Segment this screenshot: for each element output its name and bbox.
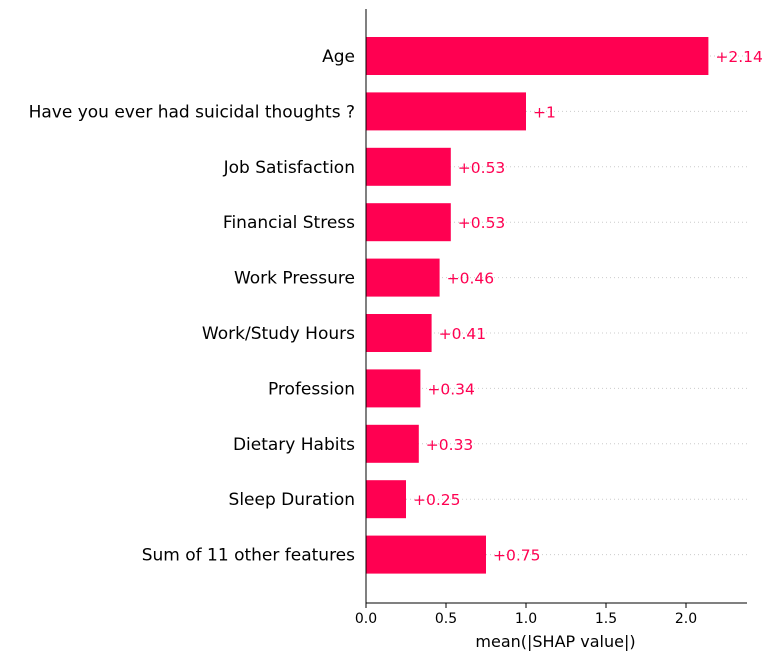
category-label: Dietary Habits bbox=[233, 435, 355, 455]
bar-work-pressure bbox=[366, 258, 440, 297]
category-label: Job Satisfaction bbox=[223, 158, 355, 178]
bar-profession bbox=[366, 369, 421, 408]
bar-sum-of-11-other-features bbox=[366, 535, 486, 574]
value-label: +0.53 bbox=[458, 159, 506, 177]
bar-job-satisfaction bbox=[366, 147, 451, 186]
category-label: Work Pressure bbox=[234, 269, 355, 289]
bar-age bbox=[366, 37, 709, 75]
grid-lines bbox=[366, 55, 747, 556]
category-label: Age bbox=[322, 47, 355, 67]
x-tick-label: 0.0 bbox=[355, 611, 377, 627]
category-labels: Age Have you ever had suicidal thoughts ?… bbox=[29, 47, 356, 566]
category-label: Profession bbox=[268, 379, 355, 399]
value-label: +1 bbox=[533, 103, 556, 121]
bar-have-you-ever-had-suicidal-thoughts bbox=[366, 92, 526, 131]
bar-sleep-duration bbox=[366, 480, 406, 519]
x-axis-title: mean(|SHAP value|) bbox=[475, 632, 635, 651]
x-tick-label: 1.0 bbox=[515, 611, 537, 627]
category-label: Have you ever had suicidal thoughts ? bbox=[29, 102, 355, 122]
category-label: Sum of 11 other features bbox=[142, 546, 355, 566]
value-label: +0.53 bbox=[458, 214, 506, 232]
value-label: +0.33 bbox=[426, 436, 474, 454]
category-label: Work/Study Hours bbox=[202, 324, 355, 344]
x-tick-label: 2.0 bbox=[675, 611, 697, 627]
bar-work-study-hours bbox=[366, 314, 432, 352]
x-tick-label: 0.5 bbox=[435, 611, 457, 627]
category-label: Sleep Duration bbox=[229, 490, 355, 510]
value-label: +2.14 bbox=[715, 48, 763, 66]
value-label: +0.75 bbox=[493, 547, 541, 565]
x-tick-label: 1.5 bbox=[595, 611, 617, 627]
value-label: +0.46 bbox=[447, 270, 495, 288]
value-label: +0.25 bbox=[413, 491, 461, 509]
x-ticks: 0.0 0.5 1.0 1.5 2.0 bbox=[355, 603, 697, 627]
bars bbox=[366, 37, 709, 574]
bar-dietary-habits bbox=[366, 424, 419, 463]
bar-financial-stress bbox=[366, 203, 451, 242]
value-label: +0.41 bbox=[439, 325, 487, 343]
category-label: Financial Stress bbox=[223, 213, 355, 233]
value-label: +0.34 bbox=[427, 380, 475, 398]
value-labels: +2.14 +1 +0.53 +0.53 +0.46 +0.41 +0.34 +0.33 +0.… bbox=[413, 48, 763, 565]
axes bbox=[365, 9, 747, 604]
